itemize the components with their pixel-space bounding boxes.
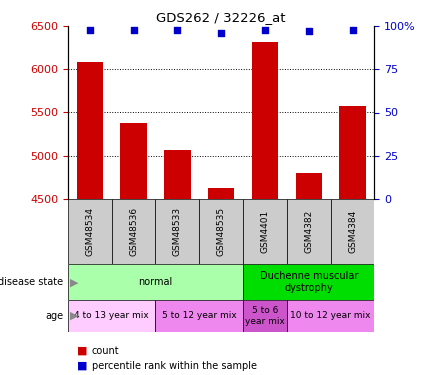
Text: GSM48534: GSM48534 [85, 207, 94, 256]
Point [174, 27, 181, 33]
Bar [331, 199, 374, 264]
Point [261, 27, 268, 33]
Bar [296, 173, 322, 199]
Text: normal: normal [138, 277, 173, 287]
Text: 4 to 13 year mix: 4 to 13 year mix [74, 311, 149, 320]
Bar [120, 123, 147, 199]
Point [130, 27, 137, 33]
Bar [68, 300, 155, 332]
Point [349, 27, 356, 33]
Text: GSM48533: GSM48533 [173, 207, 182, 256]
Point [305, 28, 312, 34]
Bar [155, 300, 243, 332]
Text: 10 to 12 year mix: 10 to 12 year mix [290, 311, 371, 320]
Text: 5 to 12 year mix: 5 to 12 year mix [162, 311, 237, 320]
Bar [287, 300, 374, 332]
Bar [252, 42, 278, 199]
Title: GDS262 / 32226_at: GDS262 / 32226_at [156, 11, 286, 24]
Text: GSM4384: GSM4384 [348, 210, 357, 253]
Bar [164, 150, 191, 199]
Text: ■: ■ [77, 346, 87, 355]
Text: GSM48536: GSM48536 [129, 207, 138, 256]
Text: count: count [92, 346, 120, 355]
Point [218, 30, 225, 36]
Bar [243, 264, 374, 300]
Bar [208, 188, 234, 199]
Text: disease state: disease state [0, 277, 64, 287]
Bar [68, 199, 112, 264]
Bar [155, 199, 199, 264]
Bar [287, 199, 331, 264]
Bar [199, 199, 243, 264]
Text: age: age [46, 311, 64, 321]
Text: Duchenne muscular
dystrophy: Duchenne muscular dystrophy [260, 272, 358, 293]
Bar [68, 264, 243, 300]
Text: GSM48535: GSM48535 [217, 207, 226, 256]
Text: ▶: ▶ [70, 277, 78, 287]
Text: 5 to 6
year mix: 5 to 6 year mix [245, 306, 285, 326]
Bar [243, 199, 287, 264]
Point [86, 27, 93, 33]
Bar [339, 106, 366, 199]
Bar [77, 63, 103, 199]
Text: ▶: ▶ [70, 311, 78, 321]
Text: percentile rank within the sample: percentile rank within the sample [92, 361, 257, 370]
Bar [243, 300, 287, 332]
Text: GSM4382: GSM4382 [304, 210, 313, 253]
Text: GSM4401: GSM4401 [261, 210, 269, 253]
Text: ■: ■ [77, 361, 87, 370]
Bar [112, 199, 155, 264]
